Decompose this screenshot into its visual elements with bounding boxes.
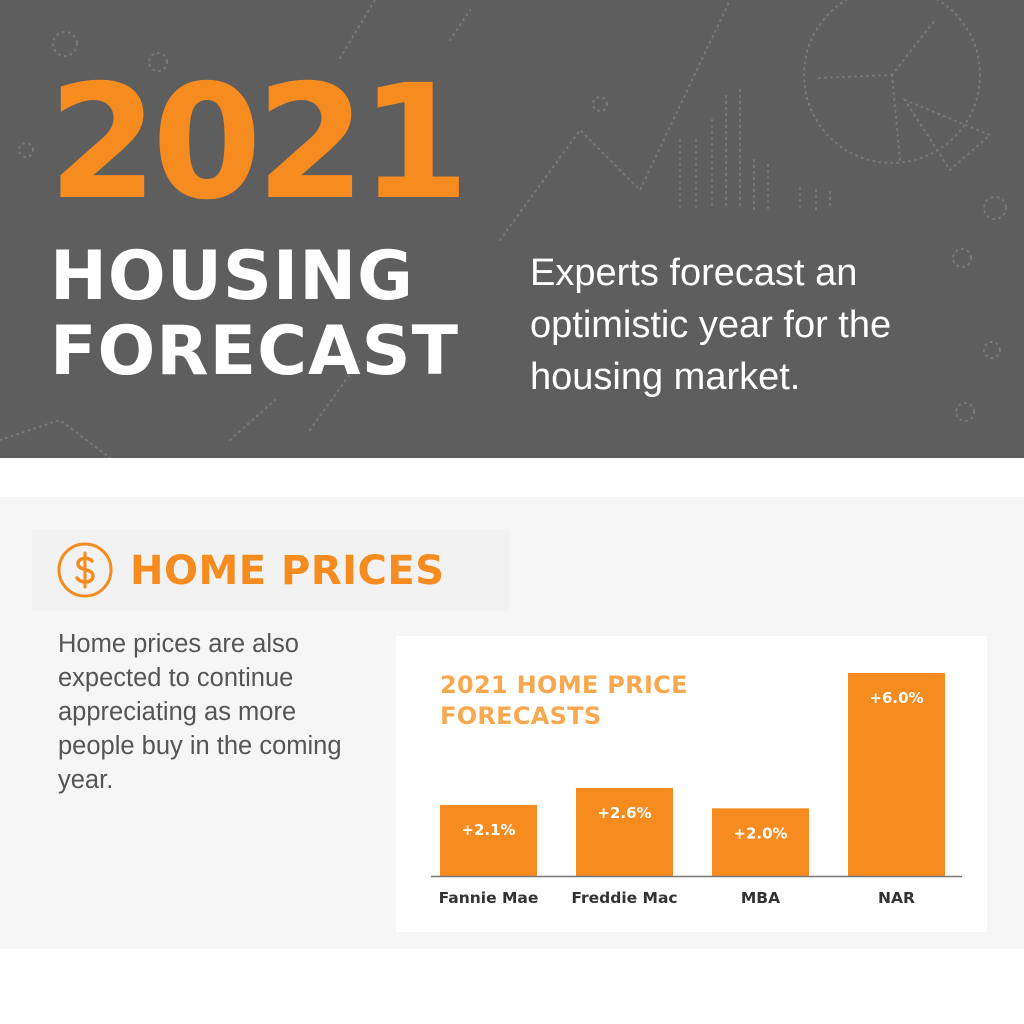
dollar-sign-circle-icon [57, 542, 113, 598]
header-banner: 2021 HOUSING FORECAST Experts forecast a… [0, 0, 1024, 458]
section-title: HOME PRICES [130, 548, 445, 594]
headline-year: 2021 [48, 51, 470, 235]
bar-value-label: +2.0% [733, 824, 787, 842]
bar-2 [712, 808, 809, 876]
x-tick-label: Freddie Mac [571, 889, 677, 907]
headline-title-line1: HOUSING [50, 237, 414, 316]
x-tick-label: MBA [741, 889, 780, 907]
home-prices-panel: HOME PRICES Home prices are also expecte… [0, 497, 1024, 949]
bar-chart: +2.1% Fannie Mae +2.6% Freddie Mac +2.0% MBA +… [431, 673, 962, 907]
chart-card: 2021 HOME PRICE FORECASTS +2.1% Fannie Ma… [396, 636, 987, 932]
headline-subtitle: Experts forecast an optimistic year for … [530, 252, 892, 398]
bar-value-label: +2.1% [461, 821, 515, 839]
section-header: HOME PRICES [32, 529, 510, 611]
bar-value-label: +2.6% [597, 804, 651, 822]
bar-value-label: +6.0% [869, 689, 923, 707]
chart-title: 2021 HOME PRICE FORECASTS [440, 671, 688, 730]
bar-0 [440, 804, 537, 876]
headline-title-line2: FORECAST [50, 312, 459, 391]
section-body-text: Home prices are also expected to continu… [58, 630, 342, 794]
x-tick-label: Fannie Mae [439, 889, 539, 907]
bar-1 [576, 788, 673, 876]
x-tick-label: NAR [878, 889, 915, 907]
decorative-chart-pattern [0, 0, 1007, 458]
bar-3 [848, 673, 945, 876]
